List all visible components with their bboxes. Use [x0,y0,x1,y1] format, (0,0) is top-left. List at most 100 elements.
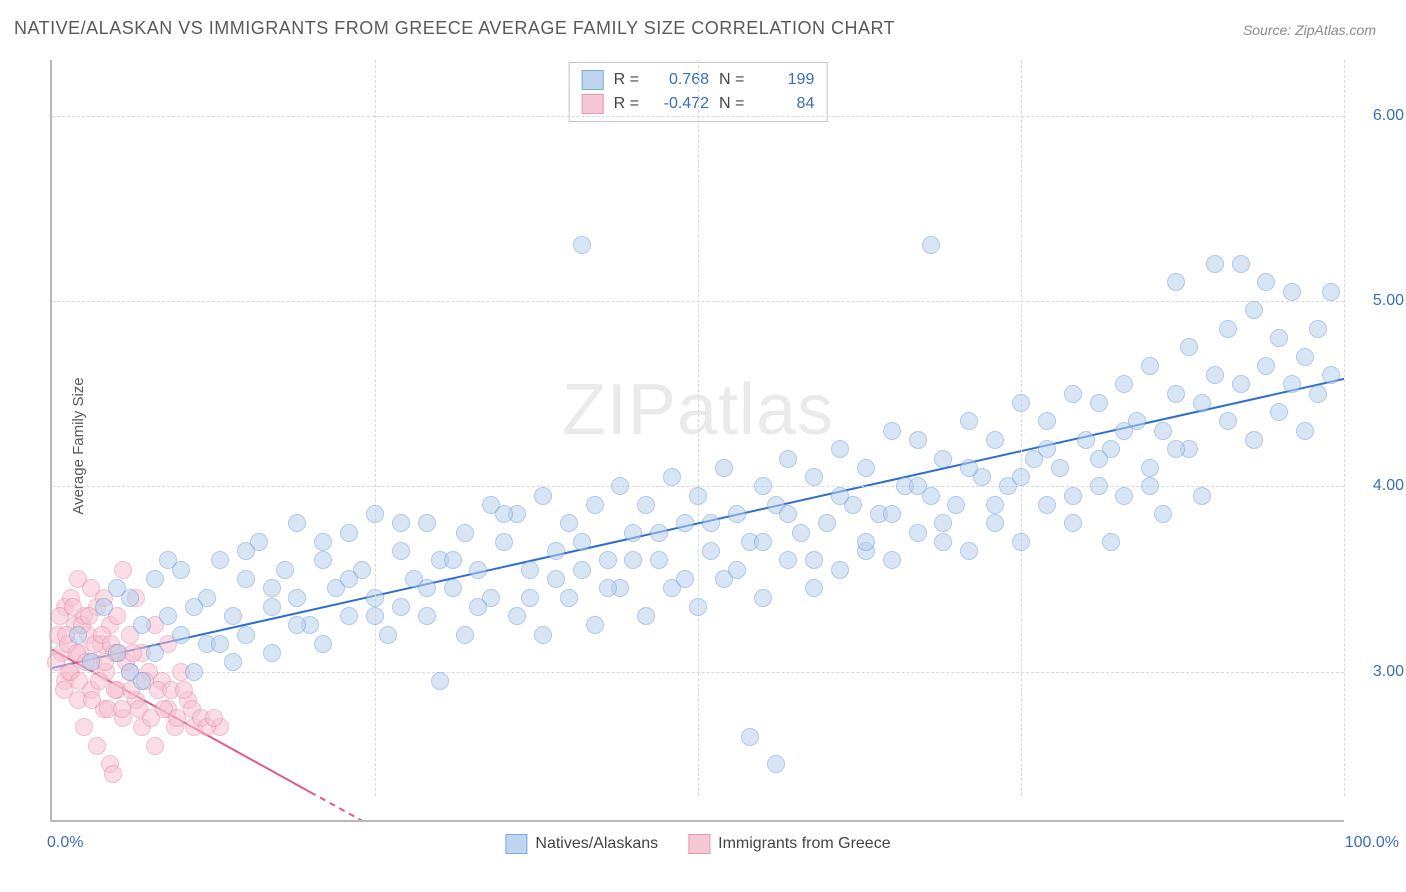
scatter-point-natives [185,598,203,616]
scatter-point-greece [75,718,93,736]
scatter-point-natives [611,477,629,495]
scatter-point-natives [637,607,655,625]
scatter-point-natives [133,672,151,690]
scatter-point-natives [1115,422,1133,440]
scatter-point-natives [779,450,797,468]
scatter-point-natives [159,551,177,569]
scatter-point-natives [288,514,306,532]
scatter-point-natives [288,616,306,634]
scatter-point-natives [689,487,707,505]
scatter-point-natives [1038,440,1056,458]
legend-item-greece: Immigrants from Greece [688,834,890,854]
scatter-point-natives [1141,459,1159,477]
scatter-point-natives [1322,283,1340,301]
scatter-point-natives [831,440,849,458]
scatter-point-natives [1167,273,1185,291]
scatter-point-natives [715,459,733,477]
scatter-point-greece [175,681,193,699]
scatter-point-natives [831,487,849,505]
scatter-point-natives [1064,514,1082,532]
scatter-point-natives [637,496,655,514]
scatter-point-natives [986,431,1004,449]
legend-swatch-natives-2 [505,834,527,854]
scatter-point-natives [224,653,242,671]
scatter-point-natives [108,579,126,597]
y-tick-label: 5.00 [1373,292,1404,310]
scatter-point-natives [857,459,875,477]
scatter-point-greece [64,598,82,616]
scatter-point-natives [650,524,668,542]
scatter-point-natives [702,542,720,560]
scatter-point-natives [1051,459,1069,477]
legend-swatch-natives [582,70,604,90]
scatter-point-natives [573,236,591,254]
scatter-point-natives [392,598,410,616]
legend-swatch-greece [582,94,604,114]
scatter-point-natives [288,589,306,607]
scatter-point-natives [586,496,604,514]
scatter-point-natives [909,477,927,495]
scatter-point-natives [108,644,126,662]
scatter-point-natives [211,635,229,653]
scatter-point-natives [469,561,487,579]
scatter-point-natives [818,514,836,532]
scatter-point-natives [263,598,281,616]
scatter-point-natives [1154,422,1172,440]
scatter-point-natives [1115,487,1133,505]
legend-n-value-1: 199 [754,68,814,92]
gridline-v [1021,60,1022,796]
scatter-point-natives [146,570,164,588]
scatter-point-natives [805,551,823,569]
scatter-point-natives [754,533,772,551]
scatter-point-natives [857,533,875,551]
scatter-point-natives [263,644,281,662]
scatter-point-natives [702,514,720,532]
scatter-point-natives [547,542,565,560]
scatter-point-natives [1064,385,1082,403]
scatter-point-natives [741,728,759,746]
scatter-point-natives [599,551,617,569]
scatter-point-natives [1270,329,1288,347]
scatter-point-natives [650,551,668,569]
scatter-point-natives [1232,255,1250,273]
scatter-point-natives [586,616,604,634]
scatter-point-natives [934,450,952,468]
scatter-point-natives [1090,394,1108,412]
legend-n-value-2: 84 [754,92,814,116]
scatter-point-greece [113,700,131,718]
legend-n-label-2: N = [719,92,744,116]
scatter-point-natives [1296,422,1314,440]
scatter-point-natives [960,412,978,430]
gridline-v [698,60,699,796]
scatter-point-natives [495,505,513,523]
x-min-label: 0.0% [47,834,83,852]
scatter-point-natives [340,524,358,542]
scatter-point-natives [456,524,474,542]
scatter-point-natives [1077,431,1095,449]
scatter-point-natives [1038,412,1056,430]
scatter-point-natives [676,514,694,532]
scatter-point-natives [1115,375,1133,393]
scatter-point-natives [947,496,965,514]
scatter-point-natives [444,579,462,597]
scatter-point-natives [663,468,681,486]
scatter-point-natives [1245,301,1263,319]
scatter-point-natives [263,579,281,597]
legend-n-label-1: N = [719,68,744,92]
scatter-point-natives [960,459,978,477]
scatter-point-natives [521,561,539,579]
scatter-point-natives [82,653,100,671]
source-label: Source: ZipAtlas.com [1243,22,1376,38]
y-tick-label: 6.00 [1373,107,1404,125]
scatter-point-natives [431,672,449,690]
scatter-point-greece [205,709,223,727]
scatter-point-natives [418,514,436,532]
scatter-point-natives [986,496,1004,514]
scatter-point-natives [960,542,978,560]
scatter-point-natives [883,422,901,440]
scatter-point-natives [1219,320,1237,338]
scatter-point-natives [1219,412,1237,430]
scatter-point-natives [1283,375,1301,393]
scatter-point-natives [1245,431,1263,449]
scatter-point-natives [159,607,177,625]
